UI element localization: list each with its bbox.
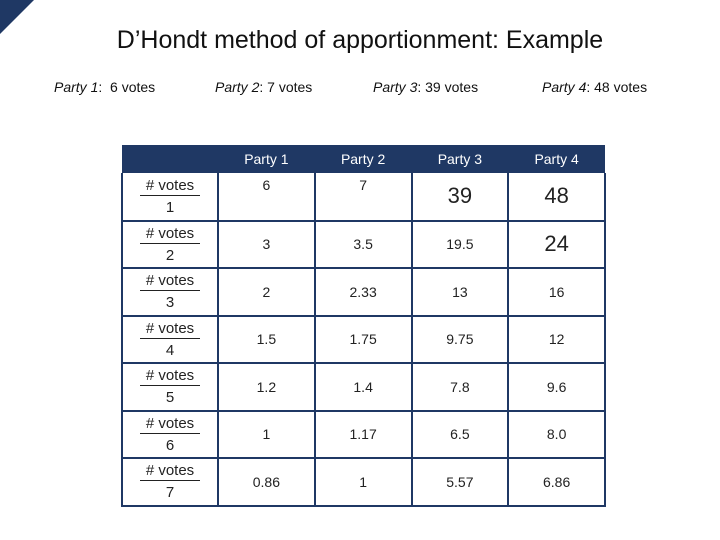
table-row: # votes 2 3 3.5 19.5 24 — [121, 220, 606, 269]
table-row: # votes 1 6 7 39 48 — [121, 173, 606, 222]
page-title: D’Hondt method of apportionment: Example — [116, 26, 604, 54]
table-cell: 13 — [410, 268, 509, 317]
table-row: # votes 4 1.5 1.75 9.75 12 — [121, 315, 606, 364]
row-label: # votes — [140, 321, 200, 339]
party-summary-name: Party 3 — [373, 79, 418, 95]
header-party-3: Party 3 — [411, 145, 509, 173]
table-cell: 6.86 — [507, 458, 606, 507]
row-divisor: 3 — [165, 294, 175, 312]
table-cell: 1 — [217, 410, 315, 459]
party-summary-name: Party 2 — [215, 79, 260, 95]
table-row: # votes 5 1.2 1.4 7.8 9.6 — [121, 363, 606, 412]
row-label: # votes — [140, 178, 200, 196]
row-label: # votes — [140, 226, 200, 244]
row-divisor-label: # votes 3 — [121, 268, 218, 317]
table-cell: 5.57 — [410, 458, 509, 507]
table-cell: 1.4 — [313, 363, 412, 412]
party-summary-votes: 39 votes — [425, 79, 479, 95]
row-divisor-label: # votes 7 — [121, 458, 218, 507]
table-cell: 6 — [217, 173, 315, 222]
row-divisor-label: # votes 2 — [121, 220, 218, 269]
party-summary-3: Party 3: 39 votes — [373, 79, 479, 95]
party-summary-1: Party 1: 6 votes — [54, 79, 156, 95]
table-cell: 6.5 — [410, 410, 509, 459]
row-divisor: 7 — [165, 484, 175, 502]
header-party-1: Party 1 — [218, 145, 315, 173]
row-divisor-label: # votes 1 — [121, 173, 218, 222]
table-cell: 8.0 — [507, 410, 606, 459]
row-label: # votes — [140, 416, 200, 434]
party-summary-2: Party 2: 7 votes — [215, 79, 313, 95]
row-divisor-label: # votes 5 — [121, 363, 218, 412]
row-label: # votes — [140, 273, 200, 292]
table-row: # votes 6 1 1.17 6.5 8.0 — [121, 410, 606, 459]
table-cell: 9.75 — [410, 315, 509, 364]
header-empty-cell — [122, 145, 218, 173]
row-divisor-label: # votes 4 — [121, 315, 218, 364]
row-divisor-label: # votes 6 — [121, 410, 218, 459]
dhondt-table: Party 1 Party 2 Party 3 Party 4 # votes 1… — [121, 145, 606, 507]
table-row: # votes 3 2 2.33 13 16 — [121, 268, 606, 317]
table-cell: 16 — [507, 268, 606, 317]
table-cell: 2 — [217, 268, 315, 317]
corner-decoration — [0, 0, 34, 34]
table-cell: 1 — [313, 458, 412, 507]
table-cell: 39 — [410, 173, 509, 222]
table-cell: 3.5 — [313, 220, 412, 269]
table-cell: 7.8 — [410, 363, 509, 412]
table-cell: 7 — [313, 173, 412, 222]
row-label: # votes — [140, 463, 200, 482]
table-cell: 48 — [507, 173, 606, 222]
header-party-4: Party 4 — [508, 145, 605, 173]
row-divisor: 6 — [165, 436, 175, 454]
table-cell: 1.17 — [313, 410, 412, 459]
table-cell: 3 — [217, 220, 315, 269]
table-cell: 2.33 — [313, 268, 412, 317]
header-party-2: Party 2 — [314, 145, 412, 173]
row-divisor: 4 — [165, 341, 175, 359]
row-divisor: 5 — [165, 389, 175, 407]
party-summary-name: Party 1 — [54, 79, 99, 95]
table-cell: 19.5 — [410, 220, 509, 269]
row-divisor: 2 — [165, 246, 175, 264]
table-cell: 12 — [507, 315, 606, 364]
row-label: # votes — [140, 368, 200, 387]
party-summary-4: Party 4: 48 votes — [542, 79, 648, 95]
party-summary-votes: 7 votes — [267, 79, 313, 95]
table-cell: 9.6 — [507, 363, 606, 412]
row-divisor: 1 — [165, 198, 175, 216]
party-summary-votes: 6 votes — [110, 79, 156, 95]
table-row: # votes 7 0.86 1 5.57 6.86 — [121, 458, 606, 507]
table-cell: 24 — [507, 220, 606, 269]
table-cell: 1.75 — [313, 315, 412, 364]
party-summary-name: Party 4 — [542, 79, 587, 95]
table-cell: 1.5 — [217, 315, 315, 364]
party-summary-votes: 48 votes — [594, 79, 648, 95]
table-cell: 1.2 — [217, 363, 315, 412]
table-cell: 0.86 — [217, 458, 315, 507]
table-header-row: Party 1 Party 2 Party 3 Party 4 — [122, 145, 605, 173]
